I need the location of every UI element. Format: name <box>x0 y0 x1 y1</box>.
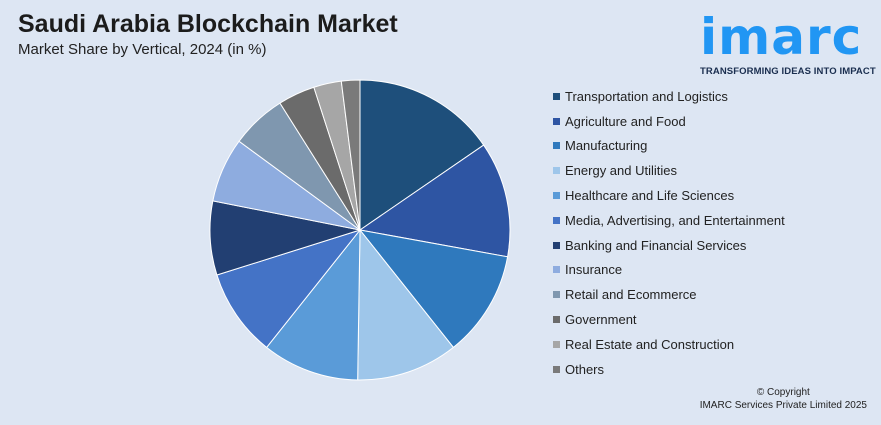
legend-label: Transportation and Logistics <box>565 88 728 104</box>
chart-subtitle: Market Share by Vertical, 2024 (in %) <box>18 41 267 58</box>
legend-swatch <box>553 92 560 100</box>
legend-swatch <box>553 167 560 175</box>
pie-chart <box>209 79 511 381</box>
legend-swatch <box>553 192 560 200</box>
legend-label: Agriculture and Food <box>565 113 686 129</box>
legend-item: Energy and Utilities <box>553 158 785 183</box>
pie-slice-agriculture-and-food <box>358 144 511 258</box>
legend-item: Healthcare and Life Sciences <box>553 183 785 208</box>
pie-slice-others <box>340 79 361 231</box>
legend-swatch <box>553 117 560 125</box>
copyright-line-2: IMARC Services Private Limited 2025 <box>699 400 867 411</box>
legend-label: Real Estate and Construction <box>565 336 735 352</box>
legend-swatch <box>553 291 560 299</box>
legend-swatch <box>553 340 560 348</box>
legend-label: Government <box>565 312 637 328</box>
chart-legend: Transportation and Logistics Agriculture … <box>553 84 785 382</box>
legend-swatch <box>553 142 560 150</box>
copyright: © Copyright IMARC Services Private Limit… <box>700 386 867 412</box>
legend-item: Others <box>553 357 785 382</box>
legend-label: Energy and Utilities <box>565 163 677 179</box>
legend-swatch <box>553 266 560 274</box>
legend-item: Manufacturing <box>553 134 785 159</box>
pie-slice-manufacturing <box>358 229 509 349</box>
legend-label: Healthcare and Life Sciences <box>565 188 735 204</box>
pie-slice-transportation-and-logistics <box>359 79 485 231</box>
legend-label: Insurance <box>565 262 623 278</box>
imarc-logo: imarc TRANSFORMING IDEAS INTO IMPACT <box>700 10 878 77</box>
legend-swatch <box>553 316 560 324</box>
legend-label: Manufacturing <box>565 138 648 154</box>
pie-slice-media-advertising-and-entertainment <box>216 229 362 349</box>
legend-item: Insurance <box>553 258 785 283</box>
copyright-line-1: © Copyright <box>756 387 810 398</box>
legend-label: Retail and Ecommerce <box>565 287 697 303</box>
pie-slice-energy-and-utilities <box>357 228 455 381</box>
logo-wordmark: imarc <box>700 8 863 66</box>
legend-swatch <box>553 241 560 249</box>
legend-item: Transportation and Logistics <box>553 84 785 109</box>
legend-swatch <box>553 216 560 224</box>
pie-slice-healthcare-and-life-sciences <box>265 228 361 381</box>
logo-tagline: TRANSFORMING IDEAS INTO IMPACT <box>700 66 876 77</box>
chart-title: Saudi Arabia Blockchain Market <box>18 10 398 38</box>
legend-label: Media, Advertising, and Entertainment <box>565 212 785 228</box>
legend-item: Media, Advertising, and Entertainment <box>553 208 785 233</box>
legend-item: Government <box>553 307 785 332</box>
legend-item: Agriculture and Food <box>553 109 785 134</box>
legend-item: Real Estate and Construction <box>553 332 785 357</box>
legend-item: Retail and Ecommerce <box>553 282 785 307</box>
legend-label: Others <box>565 361 605 377</box>
legend-item: Banking and Financial Services <box>553 233 785 258</box>
legend-swatch <box>553 365 560 373</box>
legend-label: Banking and Financial Services <box>565 237 747 253</box>
